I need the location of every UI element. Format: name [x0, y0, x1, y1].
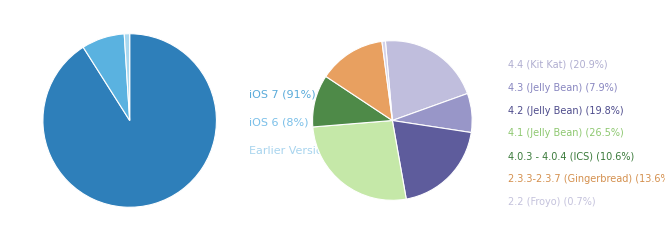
Wedge shape	[43, 34, 216, 207]
Wedge shape	[386, 41, 467, 120]
Wedge shape	[313, 76, 392, 127]
Text: 4.1 (Jelly Bean) (26.5%): 4.1 (Jelly Bean) (26.5%)	[508, 128, 624, 139]
Wedge shape	[83, 34, 130, 120]
Wedge shape	[326, 41, 392, 120]
Wedge shape	[382, 41, 392, 120]
Text: iOS 6 (8%): iOS 6 (8%)	[249, 118, 309, 128]
Text: 4.3 (Jelly Bean) (7.9%): 4.3 (Jelly Bean) (7.9%)	[508, 83, 618, 93]
Text: 4.4 (Kit Kat) (20.9%): 4.4 (Kit Kat) (20.9%)	[508, 60, 608, 70]
Text: Earlier Version (1%): Earlier Version (1%)	[249, 146, 360, 156]
Text: 2.3.3-2.3.7 (Gingerbread) (13.6%): 2.3.3-2.3.7 (Gingerbread) (13.6%)	[508, 174, 665, 184]
Text: 4.2 (Jelly Bean) (19.8%): 4.2 (Jelly Bean) (19.8%)	[508, 106, 624, 115]
Text: 2.2 (Froyo) (0.7%): 2.2 (Froyo) (0.7%)	[508, 197, 596, 207]
Wedge shape	[313, 120, 406, 200]
Wedge shape	[124, 34, 130, 120]
Wedge shape	[392, 94, 472, 133]
Text: iOS 7 (91%): iOS 7 (91%)	[249, 89, 316, 100]
Wedge shape	[392, 120, 471, 199]
Text: 4.0.3 - 4.0.4 (ICS) (10.6%): 4.0.3 - 4.0.4 (ICS) (10.6%)	[508, 151, 634, 161]
